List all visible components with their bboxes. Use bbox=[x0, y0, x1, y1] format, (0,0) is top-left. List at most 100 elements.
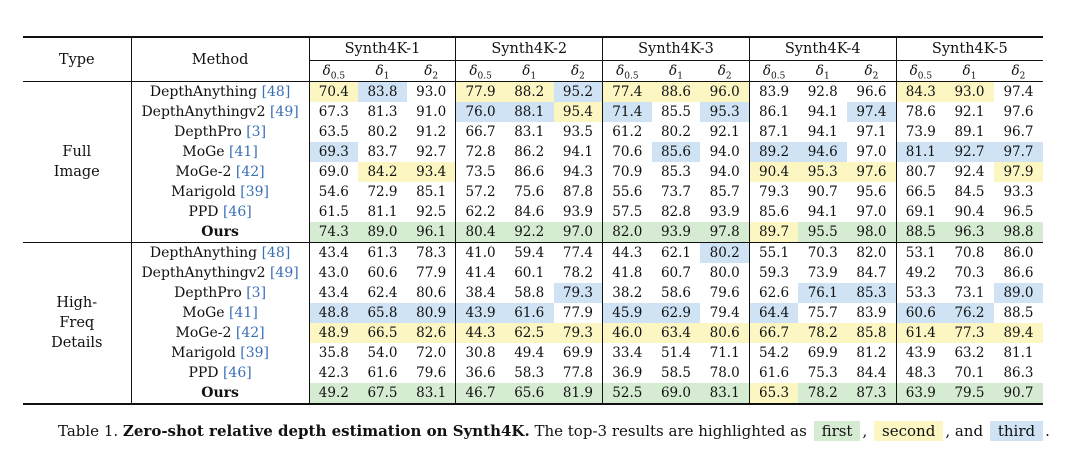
citation-link[interactable]: [48] bbox=[261, 84, 291, 100]
metric-subscript: 0.5 bbox=[477, 71, 492, 82]
value-cell: 88.5 bbox=[895, 222, 946, 243]
value-cell: 77.9 bbox=[416, 265, 447, 281]
value-cell: 94.1 bbox=[807, 204, 838, 220]
legend-third-chip: third bbox=[989, 421, 1044, 441]
method-name: DepthPro bbox=[174, 124, 242, 140]
value-cell: 85.5 bbox=[660, 104, 692, 120]
value-cell: 96.0 bbox=[700, 81, 750, 102]
metric-symbol: δ bbox=[864, 63, 873, 79]
value-cell: 33.4 bbox=[602, 343, 652, 363]
group-type-label: Full Image bbox=[23, 81, 132, 243]
citation-link[interactable]: [42] bbox=[235, 164, 265, 180]
value-cell: 75.7 bbox=[807, 305, 838, 321]
table-row: DepthAnythingv2 [49] 67.3 81.3 91.0 76.0 88.1… bbox=[23, 102, 1043, 122]
value-cell: 88.2 bbox=[504, 81, 554, 102]
value-cell: 97.8 bbox=[700, 222, 750, 243]
value-cell: 85.1 bbox=[416, 184, 447, 200]
value-cell: 59.4 bbox=[504, 242, 554, 263]
value-cell: 84.3 bbox=[895, 81, 946, 102]
metric-subscript: 2 bbox=[1019, 71, 1026, 82]
method-cell: PPD [46] bbox=[130, 202, 310, 222]
value-cell: 92.2 bbox=[504, 222, 554, 243]
metric-subscript: 2 bbox=[872, 71, 879, 82]
value-cell: 77.4 bbox=[602, 81, 652, 102]
value-cell: 41.0 bbox=[455, 242, 505, 263]
method-cell: PPD [46] bbox=[130, 363, 310, 383]
metric-symbol: δ bbox=[469, 63, 478, 79]
citation-link[interactable]: [39] bbox=[240, 184, 270, 200]
value-cell: 94.3 bbox=[562, 164, 593, 180]
value-cell: 94.6 bbox=[798, 142, 848, 162]
value-cell: 78.3 bbox=[406, 242, 456, 263]
value-cell: 79.3 bbox=[748, 182, 799, 202]
citation-link[interactable]: [49] bbox=[269, 265, 299, 281]
value-cell: 69.0 bbox=[308, 162, 359, 182]
value-cell: 66.5 bbox=[358, 323, 407, 343]
value-cell: 95.2 bbox=[553, 81, 603, 102]
value-cell: 73.1 bbox=[954, 285, 985, 301]
value-cell: 88.5 bbox=[1003, 305, 1034, 321]
value-cell: 43.0 bbox=[308, 263, 359, 283]
value-cell: 95.3 bbox=[798, 162, 848, 182]
value-cell: 72.8 bbox=[455, 142, 505, 162]
value-cell: 60.7 bbox=[660, 265, 692, 281]
value-cell: 44.3 bbox=[602, 242, 652, 263]
legend-first-chip: first bbox=[813, 421, 861, 441]
citation-link[interactable]: [42] bbox=[235, 325, 265, 341]
value-cell: 44.3 bbox=[455, 323, 505, 343]
value-cell: 86.0 bbox=[993, 242, 1043, 263]
citation-link[interactable]: [3] bbox=[246, 124, 267, 140]
method-name: PPD bbox=[188, 365, 219, 381]
citation-link[interactable]: [41] bbox=[229, 144, 258, 160]
method-name: Marigold bbox=[171, 345, 236, 361]
value-cell: 48.3 bbox=[895, 363, 946, 383]
value-cell: 85.3 bbox=[660, 164, 692, 180]
value-cell: 92.5 bbox=[416, 204, 447, 220]
value-cell: 93.0 bbox=[945, 81, 994, 102]
value-cell: 88.1 bbox=[504, 102, 554, 122]
value-cell: 49.2 bbox=[895, 263, 946, 283]
value-cell: 97.6 bbox=[1003, 104, 1034, 120]
citation-link[interactable]: [3] bbox=[246, 285, 267, 301]
value-cell: 85.7 bbox=[709, 184, 740, 200]
value-cell: 97.6 bbox=[847, 162, 897, 182]
value-cell: 75.3 bbox=[807, 365, 838, 381]
metric-symbol: δ bbox=[669, 63, 678, 79]
citation-link[interactable]: [39] bbox=[240, 345, 270, 361]
value-cell: 69.9 bbox=[562, 345, 593, 361]
value-cell: 57.5 bbox=[602, 202, 652, 222]
value-cell: 93.4 bbox=[406, 162, 456, 182]
value-cell: 97.9 bbox=[993, 162, 1043, 182]
metric-symbol: δ bbox=[1011, 63, 1020, 79]
value-cell: 61.4 bbox=[895, 323, 946, 343]
metric-subscript: 0.5 bbox=[770, 71, 786, 82]
value-cell: 73.9 bbox=[895, 122, 946, 142]
citation-link[interactable]: [48] bbox=[261, 245, 291, 261]
metric-header: δ0.5 bbox=[895, 60, 946, 82]
caption-title: Zero-shot relative depth estimation on S… bbox=[122, 422, 530, 440]
table-row: Marigold [39] 35.8 54.0 72.0 30.8 49.4 69.9 33.… bbox=[23, 343, 1043, 363]
value-cell: 61.6 bbox=[748, 363, 799, 383]
citation-link[interactable]: [46] bbox=[222, 365, 252, 381]
value-cell: 61.6 bbox=[504, 303, 554, 323]
metric-header-row: δ0.5 δ1 δ2 δ0.5 δ1 δ2 δ0.5 δ1 δ2 δ0.5 δ1 δ2 δ0.5 δ1 δ2 bbox=[23, 60, 1043, 82]
citation-link[interactable]: [46] bbox=[222, 204, 252, 220]
metric-header: δ2 bbox=[700, 61, 749, 82]
value-cell: 73.7 bbox=[660, 184, 692, 200]
value-cell: 62.1 bbox=[651, 242, 701, 263]
value-cell: 83.9 bbox=[748, 81, 799, 102]
citation-link[interactable]: [49] bbox=[269, 104, 299, 120]
value-cell: 85.6 bbox=[748, 202, 799, 222]
value-cell: 97.0 bbox=[553, 222, 603, 243]
value-cell: 86.6 bbox=[1003, 265, 1034, 281]
citation-link[interactable]: [41] bbox=[229, 305, 258, 321]
caption-separator: , bbox=[862, 422, 868, 440]
metric-header: δ0.5 bbox=[308, 60, 359, 82]
method-cell: DepthAnything [48] bbox=[130, 81, 310, 102]
value-cell: 84.5 bbox=[954, 184, 985, 200]
group-type-label: High-Freq Details bbox=[23, 242, 132, 405]
value-cell: 70.4 bbox=[308, 81, 359, 102]
method-cell: DepthPro [3] bbox=[130, 122, 310, 142]
method-name: Ours bbox=[201, 224, 239, 240]
value-cell: 92.1 bbox=[954, 104, 985, 120]
